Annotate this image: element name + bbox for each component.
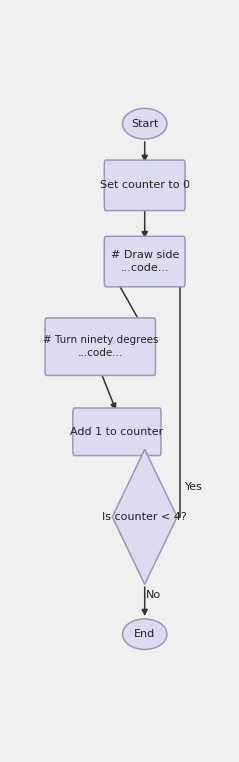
- Text: Start: Start: [131, 119, 158, 129]
- FancyBboxPatch shape: [45, 318, 155, 376]
- Polygon shape: [112, 450, 177, 584]
- Text: No: No: [146, 590, 161, 600]
- FancyBboxPatch shape: [104, 160, 185, 210]
- Text: # Draw side
...code...: # Draw side ...code...: [110, 250, 179, 274]
- Ellipse shape: [122, 108, 167, 139]
- Text: Yes: Yes: [185, 482, 202, 492]
- Text: End: End: [134, 629, 155, 639]
- Text: # Turn ninety degrees
...code...: # Turn ninety degrees ...code...: [43, 335, 158, 358]
- Text: Is counter < 4?: Is counter < 4?: [102, 512, 187, 522]
- FancyBboxPatch shape: [104, 236, 185, 287]
- Ellipse shape: [122, 619, 167, 649]
- Text: Set counter to 0: Set counter to 0: [100, 181, 190, 190]
- FancyBboxPatch shape: [73, 408, 161, 456]
- Text: Add 1 to counter: Add 1 to counter: [70, 427, 163, 437]
